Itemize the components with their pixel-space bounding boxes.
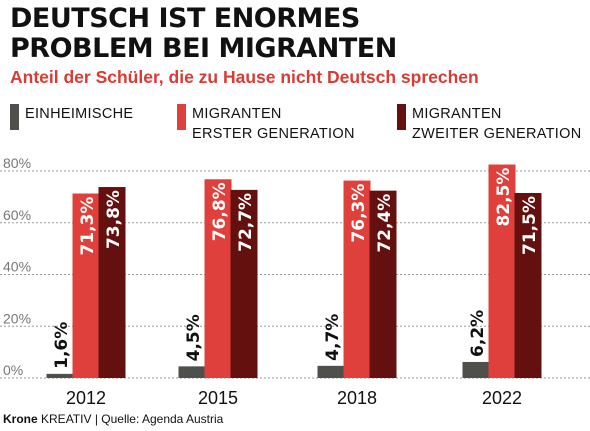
legend-swatch-erste-generation [177,104,186,130]
legend-label-einheimische: EINHEIMISCHE [25,106,134,122]
y-tick-label: 40% [3,259,31,275]
x-tick-label: 2022 [482,388,522,408]
bar-value-label: 71,5% [520,196,540,255]
bar-value-label: 4,7% [323,314,343,361]
legend-item-einheimische: EINHEIMISCHE [10,104,133,130]
bar [343,180,371,378]
legend-item-erste-generation: MIGRANTEN ERSTER GENERATION [177,104,355,144]
legend-swatch-einheimische [10,104,19,130]
bar-value-label: 76,3% [349,184,369,243]
bar-value-label: 1,6% [52,322,72,369]
x-tick-label: 2012 [66,388,106,408]
legend-label-erste-generation: MIGRANTEN ERSTER GENERATION [192,106,355,142]
y-tick-label: 0% [3,362,23,378]
y-tick-label: 60% [3,207,31,223]
bar [72,193,100,378]
bar [369,190,397,378]
y-tick-label: 80% [3,155,31,171]
footer-source: | Quelle: Agenda Austria [91,412,224,426]
bar [462,361,490,378]
chart-title: DEUTSCH IST ENORMES PROBLEM BEI MIGRANTE… [10,4,585,64]
bar [178,366,206,378]
bar-value-label: 73,8% [104,190,124,249]
bar-value-label: 72,7% [236,193,256,252]
bar [230,189,258,378]
title-line-1: DEUTSCH IST ENORMES [10,3,360,34]
bar-value-label: 6,2% [468,310,488,357]
x-tick-label: 2018 [337,388,377,408]
bar [46,373,74,378]
bar [514,192,542,378]
legend-label-zweite-generation: MIGRANTEN ZWEITER GENERATION [412,106,582,142]
bar [488,164,516,378]
bar-value-label: 72,4% [375,194,395,253]
bar-value-label: 4,5% [184,314,204,361]
title-line-2: PROBLEM BEI MIGRANTEN [10,33,397,64]
x-tick-label: 2015 [198,388,238,408]
y-tick-label: 20% [3,310,31,326]
chart-footer: Krone KREATIV | Quelle: Agenda Austria [3,412,223,426]
footer-brand-suffix: KREATIV [41,412,92,426]
bar-value-label: 71,3% [78,197,98,256]
bar-value-label: 82,5% [494,168,514,227]
bar [204,179,232,378]
chart-subtitle: Anteil der Schüler, die zu Hause nicht D… [10,67,479,87]
legend-item-zweite-generation: MIGRANTEN ZWEITER GENERATION [397,104,581,144]
footer-brand: Krone [3,412,38,426]
bar-value-label: 76,8% [210,182,230,241]
legend-swatch-zweite-generation [397,104,406,130]
bar [98,187,126,378]
bar [317,365,345,378]
